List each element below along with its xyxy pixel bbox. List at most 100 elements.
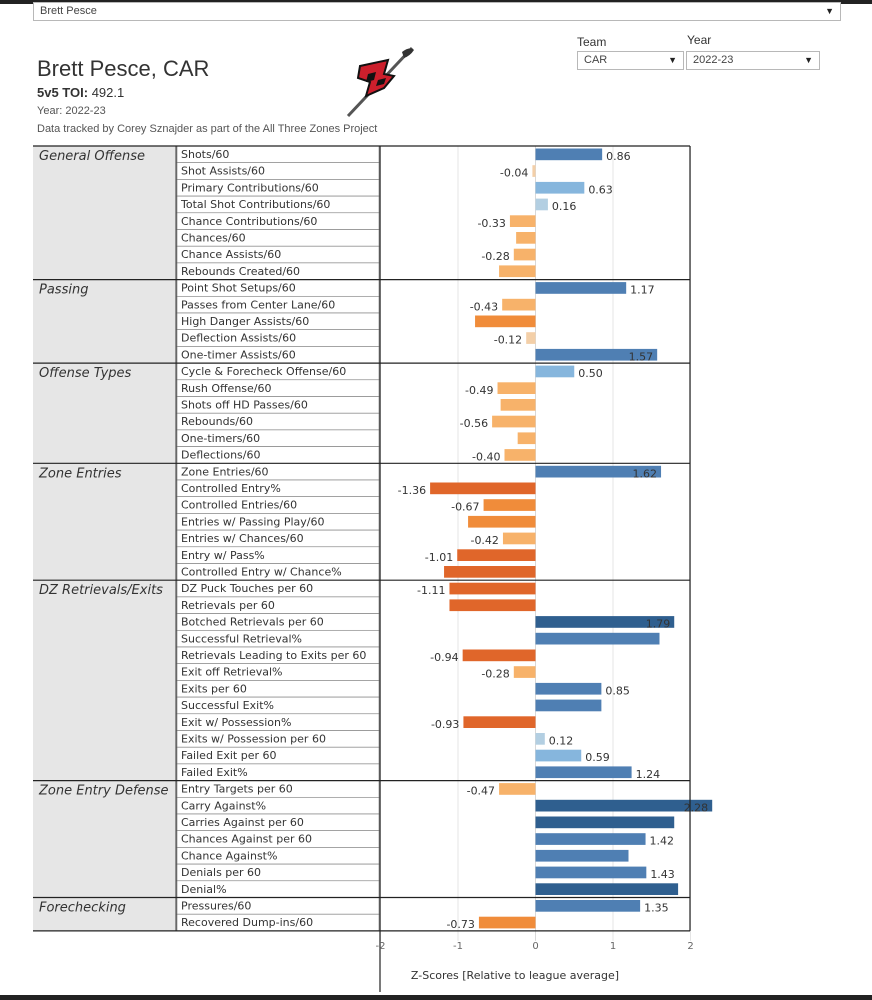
bar [444,566,536,578]
category-label: Passing [39,283,88,298]
x-tick-label: 2 [687,941,693,952]
metric-label: DZ Puck Touches per 60 [181,582,313,595]
bar [532,165,536,177]
bar [430,482,536,495]
data-label: -1.36 [398,484,426,497]
metric-label: Rebounds/60 [181,415,253,428]
bar [517,432,536,445]
player-select[interactable]: Brett Pesce ▼ [33,2,841,21]
data-label: -0.56 [460,417,488,430]
chevron-down-icon: ▼ [668,55,677,65]
metric-label: Primary Contributions/60 [181,181,319,194]
bar [535,833,646,845]
metric-label: Chance Against% [181,849,277,862]
metric-label: Botched Retrievals per 60 [181,616,324,629]
metric-label: Rebounds Created/60 [181,265,300,278]
category-label: Zone Entry Defense [38,784,169,799]
data-label: -1.01 [425,551,453,564]
metric-label: Entries w/ Passing Play/60 [181,515,325,528]
metric-label: Chances/60 [181,232,246,245]
bar [535,749,582,762]
data-label: 1.57 [629,350,654,363]
year-select[interactable]: 2022-23 ▼ [686,51,820,70]
x-tick-label: 0 [532,941,538,952]
category-cell [33,463,175,581]
bar [535,632,660,645]
bar [492,415,536,428]
year-text: Year: 2022-23 [37,105,106,117]
page-title: Brett Pesce, CAR [37,56,210,81]
year-filter-label: Year [687,33,712,47]
data-label: -0.47 [467,785,495,798]
data-label: -0.93 [431,718,459,731]
metric-label: Deflections/60 [181,449,261,462]
bar [513,666,536,678]
bar [535,849,629,862]
data-label: -0.28 [481,250,509,263]
category-label: Forechecking [39,901,126,916]
team-logo [346,46,414,118]
year-select-value: 2022-23 [693,54,734,66]
data-label: -1.11 [417,584,445,597]
category-cell [33,363,175,464]
chevron-down-icon: ▼ [825,6,834,16]
category-label: Zone Entries [38,466,122,481]
data-label: -0.94 [430,651,458,664]
metric-label: Cycle & Forecheck Offense/60 [181,365,346,378]
bar [457,549,536,561]
bar [478,916,536,929]
bar [535,365,575,378]
metric-label: Exits per 60 [181,682,247,695]
data-label: 1.62 [633,467,658,480]
metric-label: Chance Assists/60 [181,248,281,261]
bar [535,799,713,812]
bar [500,399,536,411]
team-select[interactable]: CAR ▼ [577,51,684,70]
bar [535,766,632,779]
metric-label: Passes from Center Lane/60 [181,298,335,311]
metric-label: One-timers/60 [181,432,260,445]
data-label: 0.50 [578,367,603,380]
category-label: DZ Retrievals/Exits [39,583,163,598]
data-label: 1.43 [650,868,675,881]
category-cell [33,780,175,898]
bar [502,532,536,545]
bar [535,616,675,628]
metric-label: Total Shot Contributions/60 [180,198,330,211]
data-label: -0.33 [477,217,505,230]
metric-label: Controlled Entry w/ Chance% [181,566,342,579]
bar [535,866,647,879]
team-filter-label: Team [577,35,607,49]
metric-label: One-timer Assists/60 [181,348,296,361]
toi-line: 5v5 TOI: 492.1 [37,85,124,100]
data-label: -0.73 [446,918,474,931]
bar [463,716,536,728]
metric-label: Retrievals Leading to Exits per 60 [181,649,366,662]
metric-label: Successful Exit% [181,699,274,712]
data-label: 1.35 [644,902,669,915]
data-label: -0.04 [500,167,528,180]
bar [499,265,536,278]
data-label: -0.67 [451,501,479,514]
metric-label: Exits w/ Possession per 60 [181,733,326,746]
metric-label: Entries w/ Chances/60 [181,532,304,545]
metric-label: Successful Retrieval% [181,632,302,645]
bar [449,599,536,612]
bar [535,282,627,294]
bar [535,816,675,829]
metric-label: Carry Against% [181,799,266,812]
metric-label: Controlled Entries/60 [181,499,297,512]
metric-label: Exit off Retrieval% [181,666,282,679]
metric-label: High Danger Assists/60 [181,315,309,328]
bar [499,783,536,795]
bottom-border [0,995,872,1000]
data-label: -0.40 [472,451,500,464]
metric-label: Deflection Assists/60 [181,332,296,345]
metric-label: Denials per 60 [181,866,261,879]
bar [535,883,679,895]
metric-label: Controlled Entry% [181,482,281,495]
metric-label: Chances Against per 60 [181,833,312,846]
toi-label: 5v5 TOI: [37,85,89,100]
x-tick-label: -1 [453,941,463,952]
metric-label: Entry Targets per 60 [181,783,293,796]
